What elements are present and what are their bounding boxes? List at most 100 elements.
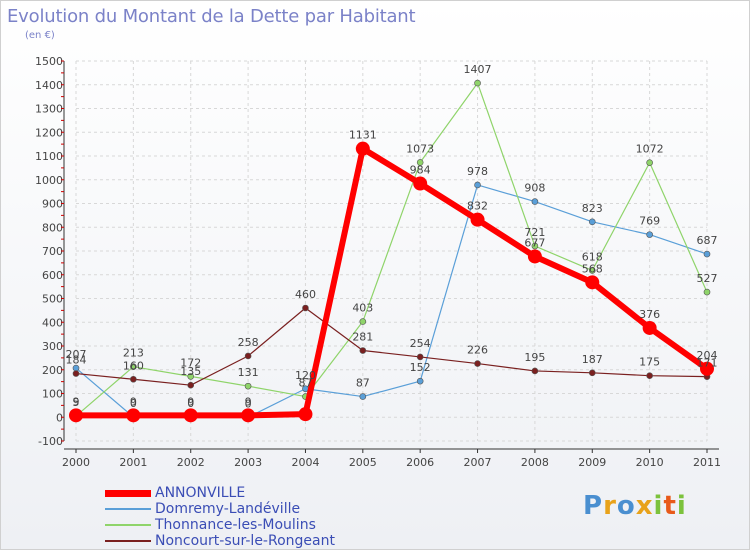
y-tick-label: 700 [42, 245, 63, 258]
data-label: 87 [298, 377, 312, 390]
legend-swatch [105, 508, 151, 510]
y-tick-label: 600 [42, 269, 63, 282]
data-point-1 [646, 231, 653, 238]
data-label: 120 [295, 369, 316, 382]
data-label: 0 [245, 397, 252, 410]
x-tick-label: 2001 [119, 456, 147, 469]
data-point-2 [416, 159, 424, 166]
data-point-1 [703, 250, 711, 258]
data-label: 152 [410, 361, 431, 374]
data-label: 9 [187, 395, 194, 408]
data-label: 1131 [349, 129, 377, 142]
data-point-2 [646, 159, 653, 166]
data-label: 9 [245, 395, 252, 408]
data-point-3 [588, 369, 596, 377]
data-point-3 [130, 375, 137, 383]
data-point-0 [69, 408, 83, 423]
data-label: 258 [238, 336, 259, 349]
data-label: 1407 [464, 63, 492, 76]
data-point-0 [700, 361, 714, 376]
y-tick-label: 900 [42, 198, 63, 211]
data-label: 135 [180, 365, 201, 378]
x-tick-label: 2008 [521, 456, 549, 469]
y-tick-label: 100 [42, 388, 63, 401]
data-label: 9 [73, 395, 80, 408]
data-point-2 [130, 363, 137, 370]
logo-letter: i [676, 491, 687, 521]
data-point-3 [302, 304, 309, 312]
data-label: 721 [524, 226, 545, 239]
data-point-3 [187, 381, 195, 389]
data-label: 184 [66, 354, 87, 367]
y-tick-label: 400 [42, 316, 63, 329]
data-point-0 [355, 141, 370, 156]
x-tick-label: 2007 [464, 456, 492, 469]
legend-swatch [105, 524, 151, 526]
data-point-1 [416, 377, 424, 385]
data-point-3 [531, 367, 539, 375]
data-point-3 [416, 353, 424, 361]
data-label: 769 [639, 215, 660, 228]
data-point-2 [244, 382, 252, 390]
logo-letter: o [616, 491, 636, 521]
data-label: 1072 [636, 143, 664, 156]
data-label: 87 [356, 377, 370, 390]
logo-letter: P [583, 491, 604, 521]
y-tick-label: 1200 [35, 126, 63, 139]
data-label: 5 [73, 396, 80, 409]
logo-letter: i [653, 491, 664, 521]
y-tick-label: 200 [42, 364, 63, 377]
data-label: 171 [697, 357, 718, 370]
legend-label: ANNONVILLE [155, 485, 246, 501]
data-point-0 [527, 249, 542, 264]
data-label: 160 [123, 359, 144, 372]
logo-letter: t [663, 491, 677, 521]
data-label: 687 [697, 234, 718, 247]
unit-label: (en €) [25, 30, 55, 41]
x-tick-label: 2004 [291, 456, 319, 469]
data-point-2 [531, 242, 539, 250]
data-point-0 [585, 275, 600, 290]
legend-label: Noncourt-sur-le-Rongeant [155, 533, 335, 549]
y-tick-label: 1100 [35, 150, 63, 163]
data-label: 172 [180, 356, 201, 369]
data-label: 376 [639, 308, 660, 321]
data-point-0 [413, 176, 428, 191]
data-label: 195 [524, 351, 545, 364]
y-tick-label: 1000 [35, 174, 63, 187]
data-point-0 [241, 408, 256, 423]
legend-item: Noncourt-sur-le-Rongeant [105, 533, 405, 549]
data-label: 207 [66, 348, 87, 361]
data-label: 9 [130, 395, 137, 408]
legend-item: ANNONVILLE [105, 485, 405, 501]
legend-item: Domremy-Landéville [105, 501, 405, 517]
series-line-0 [73, 145, 710, 419]
data-point-1 [531, 198, 539, 205]
data-label: 618 [582, 250, 603, 263]
data-label: 460 [295, 288, 316, 301]
y-tick-label: 1500 [35, 55, 63, 68]
y-tick-label: 800 [42, 221, 63, 234]
data-point-1 [474, 181, 481, 189]
data-label: 213 [123, 347, 144, 360]
data-label: 0 [130, 397, 137, 410]
data-label: 823 [582, 202, 603, 215]
x-tick-label: 2005 [349, 456, 377, 469]
legend-item: Thonnance-les-Moulins [105, 517, 405, 533]
data-point-2 [703, 288, 711, 296]
x-tick-label: 2000 [62, 456, 90, 469]
proxiti-logo: Proxiti [583, 491, 687, 521]
x-tick-label: 2006 [406, 456, 434, 469]
data-label: 175 [639, 356, 660, 369]
y-tick-label: -100 [38, 435, 63, 448]
data-label: 978 [467, 165, 488, 178]
data-label: 403 [352, 302, 373, 315]
logo-letter: r [603, 491, 617, 521]
data-label: 187 [582, 353, 603, 366]
data-label: 568 [582, 262, 603, 275]
data-point-0 [642, 320, 657, 335]
data-label: 0 [187, 397, 194, 410]
legend-swatch [105, 540, 151, 542]
data-point-3 [646, 372, 653, 379]
